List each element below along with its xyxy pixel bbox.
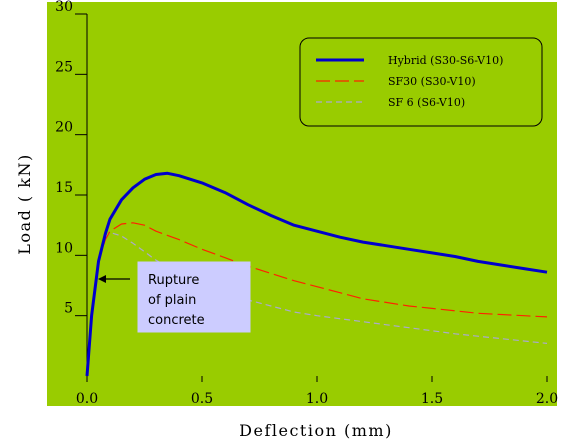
annotation-line-3: concrete — [148, 313, 205, 328]
annotation-line-1: Rupture — [148, 273, 199, 288]
x-axis-title: Deflection (mm) — [239, 421, 393, 440]
annotation-arrow-head — [98, 275, 106, 283]
series-line-0 — [85, 171, 548, 377]
annotation-line-2: of plain — [148, 293, 196, 308]
legend-label-sf6: SF 6 (S6-V10) — [388, 96, 465, 109]
y-tick-label: 30 — [55, 0, 73, 15]
legend: Hybrid (S30-S6-V10) SF30 (S30-V10) SF 6 … — [299, 37, 543, 127]
legend-label-hybrid: Hybrid (S30-S6-V10) — [388, 54, 503, 67]
y-tick-label: 20 — [55, 120, 73, 136]
x-tick-label: 2.0 — [536, 391, 558, 407]
y-axis-title: Load ( kN) — [15, 153, 34, 254]
series-line-1 — [86, 222, 548, 377]
legend-label-sf30: SF30 (S30-V10) — [388, 75, 476, 88]
y-tick-label: 5 — [64, 301, 73, 317]
x-tick-label: 0.5 — [191, 391, 213, 407]
x-tick-label: 1.0 — [306, 391, 328, 407]
annotation-box — [137, 261, 251, 333]
axes: 5 10 15 20 25 30 0.0 0.5 1.0 1.5 2.0 — [55, 0, 558, 407]
y-tick-label: 25 — [55, 59, 73, 75]
annotation: Rupture of plain concrete — [98, 261, 251, 333]
y-tick-label: 10 — [55, 240, 73, 256]
y-tick-label: 15 — [55, 180, 73, 196]
x-tick-label: 0.0 — [76, 391, 98, 407]
x-tick-label: 1.5 — [421, 391, 443, 407]
